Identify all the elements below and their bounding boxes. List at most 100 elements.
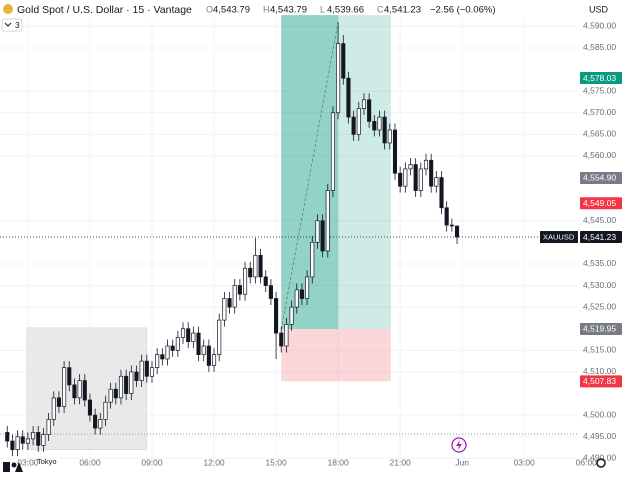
events-bolt: [456, 440, 462, 450]
plot-area: [0, 15, 578, 470]
candle-body: [310, 241, 315, 278]
y-tick-label: 4,545.00: [583, 215, 616, 225]
y-tick-label: 4,590.00: [583, 21, 616, 31]
x-tick-label: 03:00: [514, 457, 536, 467]
candle-body: [165, 345, 170, 360]
candle-body: [279, 332, 284, 347]
x-tick-label: 15:00: [265, 457, 287, 467]
indicator-count: 3: [15, 20, 20, 30]
candle-body: [284, 324, 289, 347]
candle-body: [356, 108, 361, 135]
candle-body: [423, 159, 429, 170]
candle-body: [186, 328, 191, 343]
candle-body: [77, 380, 82, 399]
y-tick-label: 4,560.00: [583, 150, 616, 160]
candle-body: [341, 43, 346, 79]
candle-body: [118, 375, 124, 399]
x-tick-label: Jun: [455, 457, 469, 467]
candle-body: [382, 116, 387, 144]
candle-body: [237, 285, 242, 295]
candle-body: [160, 354, 165, 360]
candle-body: [268, 285, 273, 299]
candle-body: [51, 397, 56, 420]
candle-body: [56, 397, 61, 407]
candle-body: [31, 432, 36, 440]
x-tick-label: 12:00: [203, 457, 225, 467]
symbol-icon: [3, 4, 13, 14]
target-zone-filled: [281, 15, 339, 329]
candle-body: [170, 345, 175, 351]
candle-body: [201, 345, 206, 356]
candle-body: [144, 360, 149, 377]
candle-body: [444, 207, 449, 226]
candle-body: [377, 116, 382, 131]
candle-body: [46, 419, 51, 435]
currency: USD: [589, 4, 609, 14]
candle-body: [211, 354, 217, 366]
candle-body: [108, 388, 113, 403]
candle-body: [253, 254, 258, 278]
legend-value: 4,539.66: [327, 5, 364, 16]
candle-body: [325, 190, 330, 252]
candle-body: [25, 438, 30, 444]
candle-body: [336, 43, 341, 114]
y-tick-label: 4,500.00: [583, 409, 616, 419]
indicator-toggle[interactable]: [1, 18, 23, 32]
symbol-tag: [540, 231, 578, 244]
candle-body: [413, 164, 418, 191]
candle-body: [263, 276, 268, 286]
y-tick-label: 4,495.00: [583, 431, 616, 441]
legend-value: 4,543.79: [213, 5, 250, 16]
legend-key: C: [377, 4, 384, 14]
candle-body: [175, 337, 180, 351]
chevron: [4, 22, 12, 27]
candle-body: [139, 360, 144, 381]
price-label-text: 4,578.03: [583, 73, 616, 83]
price-label-text: 4,554.90: [583, 173, 616, 183]
settings-icon[interactable]: [596, 458, 606, 468]
candle-body: [454, 225, 460, 238]
candle-body: [134, 371, 139, 381]
candle-body: [403, 168, 408, 187]
candle-body: [351, 116, 356, 135]
price-label: [580, 322, 622, 335]
candle-body: [315, 220, 320, 243]
candle-body: [398, 172, 403, 187]
tv-logo: [3, 462, 23, 472]
stop-zone: [281, 328, 391, 382]
candle-body: [274, 298, 279, 334]
chart-title: Gold Spot / U.S. Dollar · 15 · Vantage: [17, 4, 192, 16]
price-axis: 4,490.00 4,495.00 4,500.00 4,510.00 4,515.00…: [17, 21, 622, 467]
candle-body: [289, 306, 294, 325]
candle-body: [5, 432, 10, 442]
candle-body: [361, 99, 367, 109]
last-price-label: [580, 231, 622, 244]
price-label: [580, 197, 622, 210]
x-tick-label: 09:00: [141, 457, 163, 467]
events-icon[interactable]: [451, 437, 467, 453]
legend-value: 4,541.23: [384, 5, 421, 16]
session-label: Tokyo: [37, 457, 57, 466]
candle-body: [124, 375, 129, 394]
candle-body: [346, 77, 351, 118]
candle-body: [129, 371, 134, 394]
candle-body: [372, 121, 377, 131]
legend-key: L: [320, 4, 325, 14]
candle-body: [305, 276, 310, 299]
candle-body: [20, 436, 25, 444]
y-tick-label: 4,535.00: [583, 258, 616, 268]
candle-body: [449, 224, 454, 227]
price-label: [580, 375, 622, 388]
legend-change: −2.56 (−0.06%): [430, 5, 496, 16]
candle-body: [387, 129, 392, 144]
candle-body: [10, 440, 15, 451]
candle-body: [41, 434, 46, 446]
candle-body: [299, 289, 304, 299]
candle-body: [367, 99, 372, 122]
candle-body: [320, 220, 325, 252]
price-label-text: 4,549.05: [583, 198, 616, 208]
candle-body: [196, 332, 201, 356]
candle-body: [67, 367, 72, 386]
price-label: [580, 171, 622, 184]
